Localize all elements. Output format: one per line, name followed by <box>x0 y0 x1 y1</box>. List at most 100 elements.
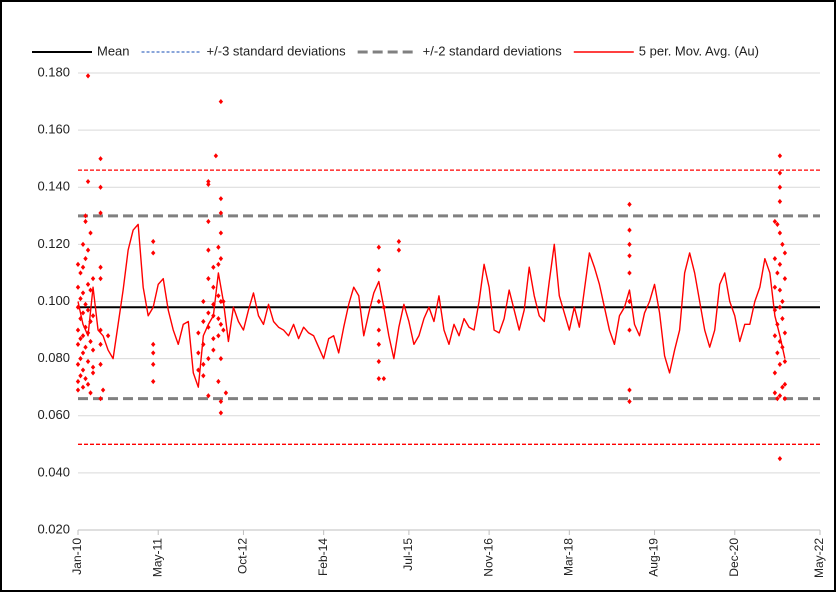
data-point <box>627 270 632 276</box>
data-point <box>206 218 211 225</box>
y-tick-label: 0.020 <box>37 521 70 536</box>
data-point <box>772 284 778 290</box>
data-point <box>151 361 156 367</box>
y-tick-label: 0.180 <box>37 64 70 79</box>
data-point <box>780 384 785 390</box>
data-point <box>218 321 224 327</box>
data-point <box>75 327 81 333</box>
data-point <box>201 373 206 379</box>
data-point <box>206 393 211 399</box>
y-tick-label: 0.100 <box>37 293 70 308</box>
data-point <box>772 218 778 225</box>
data-point <box>213 153 219 159</box>
x-tick-label: Oct-12 <box>236 538 250 574</box>
data-point <box>627 253 632 259</box>
data-point <box>216 378 221 385</box>
data-point <box>211 301 216 307</box>
data-point <box>777 287 783 293</box>
data-point <box>782 250 788 256</box>
data-point <box>75 378 81 385</box>
data-point <box>782 276 788 282</box>
data-point <box>777 261 783 267</box>
data-point <box>98 210 103 216</box>
data-point <box>206 276 211 282</box>
y-tick-label: 0.080 <box>37 350 70 365</box>
data-point <box>98 396 103 402</box>
data-point <box>780 316 785 322</box>
data-point <box>151 250 156 256</box>
data-point <box>211 336 216 342</box>
data-point <box>218 298 224 305</box>
data-point <box>218 210 224 216</box>
x-tick-label: Dec-20 <box>727 538 741 577</box>
y-tick-label: 0.140 <box>37 179 70 194</box>
data-point <box>206 178 211 185</box>
data-point <box>88 287 93 293</box>
data-point <box>151 238 156 245</box>
data-point <box>80 367 86 373</box>
x-tick-label: Aug-19 <box>647 538 661 577</box>
data-point <box>80 264 86 270</box>
data-point <box>85 381 91 387</box>
data-point <box>206 247 211 253</box>
data-point <box>376 244 382 250</box>
data-point <box>206 181 211 187</box>
data-point <box>196 350 201 356</box>
data-point <box>627 227 632 233</box>
data-point <box>98 264 103 270</box>
data-point <box>83 218 88 225</box>
data-point <box>777 304 783 310</box>
data-point <box>80 290 86 296</box>
data-point <box>75 341 81 347</box>
legend-label: 5 per. Mov. Avg. (Au) <box>639 43 759 58</box>
data-point <box>151 341 156 347</box>
data-point <box>90 313 96 319</box>
data-point <box>98 184 103 190</box>
data-point <box>206 324 211 330</box>
data-point <box>83 256 88 262</box>
data-point <box>85 73 91 79</box>
data-point <box>777 198 783 205</box>
data-point <box>218 410 224 416</box>
data-point <box>100 387 106 393</box>
data-point <box>772 333 778 339</box>
data-point <box>772 390 778 396</box>
data-point <box>777 230 783 236</box>
legend-label: Mean <box>97 43 130 58</box>
data-point <box>85 281 91 287</box>
legend-label: +/-2 standard deviations <box>423 43 563 58</box>
data-point <box>151 378 156 385</box>
y-tick-label: 0.120 <box>37 236 70 251</box>
data-point <box>80 333 86 339</box>
data-point <box>772 370 778 376</box>
data-point <box>80 310 86 316</box>
data-point <box>218 398 224 405</box>
data-point <box>376 341 382 347</box>
data-point <box>85 358 91 365</box>
data-point <box>80 384 86 390</box>
data-point <box>780 241 785 247</box>
x-tick-label: Jul-15 <box>401 538 415 571</box>
data-point <box>78 296 83 302</box>
data-point <box>90 364 96 370</box>
data-point <box>376 358 382 365</box>
data-point <box>201 361 206 367</box>
x-tick-label: Feb-14 <box>316 538 330 576</box>
x-tick-label: May-11 <box>150 538 164 577</box>
data-point <box>376 376 382 382</box>
data-point <box>206 310 211 316</box>
data-point <box>218 356 224 362</box>
data-point <box>777 393 783 399</box>
data-point <box>218 256 224 262</box>
data-point <box>98 276 103 282</box>
data-point <box>627 327 632 333</box>
data-point <box>90 347 96 353</box>
data-point <box>75 304 81 310</box>
data-point <box>85 178 91 185</box>
data-point <box>376 267 382 273</box>
data-point <box>88 230 93 236</box>
data-point <box>218 196 224 202</box>
data-point <box>78 270 83 276</box>
